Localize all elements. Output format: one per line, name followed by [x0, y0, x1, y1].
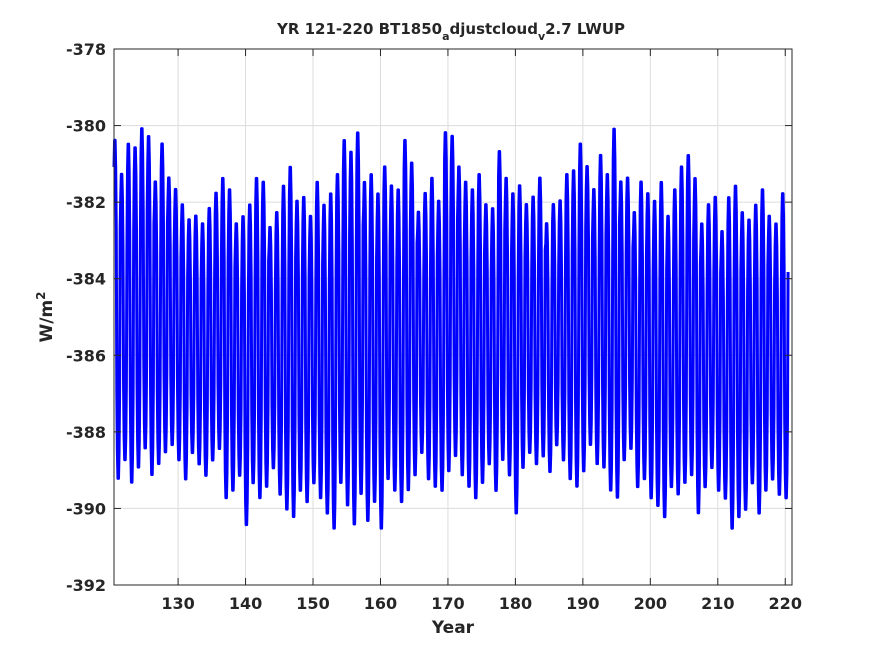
x-axis-label: Year — [431, 618, 475, 638]
x-tick-label: 170 — [431, 594, 464, 613]
series-layer — [112, 127, 790, 530]
x-tick-label: 180 — [499, 594, 532, 613]
y-tick-label: -384 — [66, 270, 106, 289]
x-tick-label: 130 — [161, 594, 194, 613]
x-tick-label: 200 — [634, 594, 667, 613]
y-tick-label: -380 — [66, 117, 106, 136]
x-tick-label: 140 — [229, 594, 262, 613]
x-tick-label: 220 — [769, 594, 802, 613]
x-tick-label: 150 — [296, 594, 329, 613]
y-tick-label: -386 — [66, 346, 106, 365]
x-tick-label: 160 — [364, 594, 397, 613]
y-tick-label: -392 — [66, 576, 106, 595]
x-tick-labels: 130 140 150 160 170 180 190 200 210 220 — [161, 594, 802, 613]
y-tick-label: -388 — [66, 423, 106, 442]
y-tick-labels: -392 -390 -388 -386 -384 -382 -380 -378 — [66, 40, 106, 595]
x-tick-label: 190 — [566, 594, 599, 613]
x-tick-label: 210 — [701, 594, 734, 613]
plot-frame — [113, 48, 793, 586]
y-tick-label: -390 — [66, 499, 106, 518]
series-line — [112, 127, 790, 530]
tick-marks — [114, 48, 792, 586]
y-tick-label: -382 — [66, 193, 106, 212]
y-axis-label: W/m2 — [34, 291, 57, 342]
y-tick-label: -378 — [66, 40, 106, 59]
chart-title: YR 121-220 BT1850adjustcloudv2.7 LWUP — [276, 20, 625, 43]
